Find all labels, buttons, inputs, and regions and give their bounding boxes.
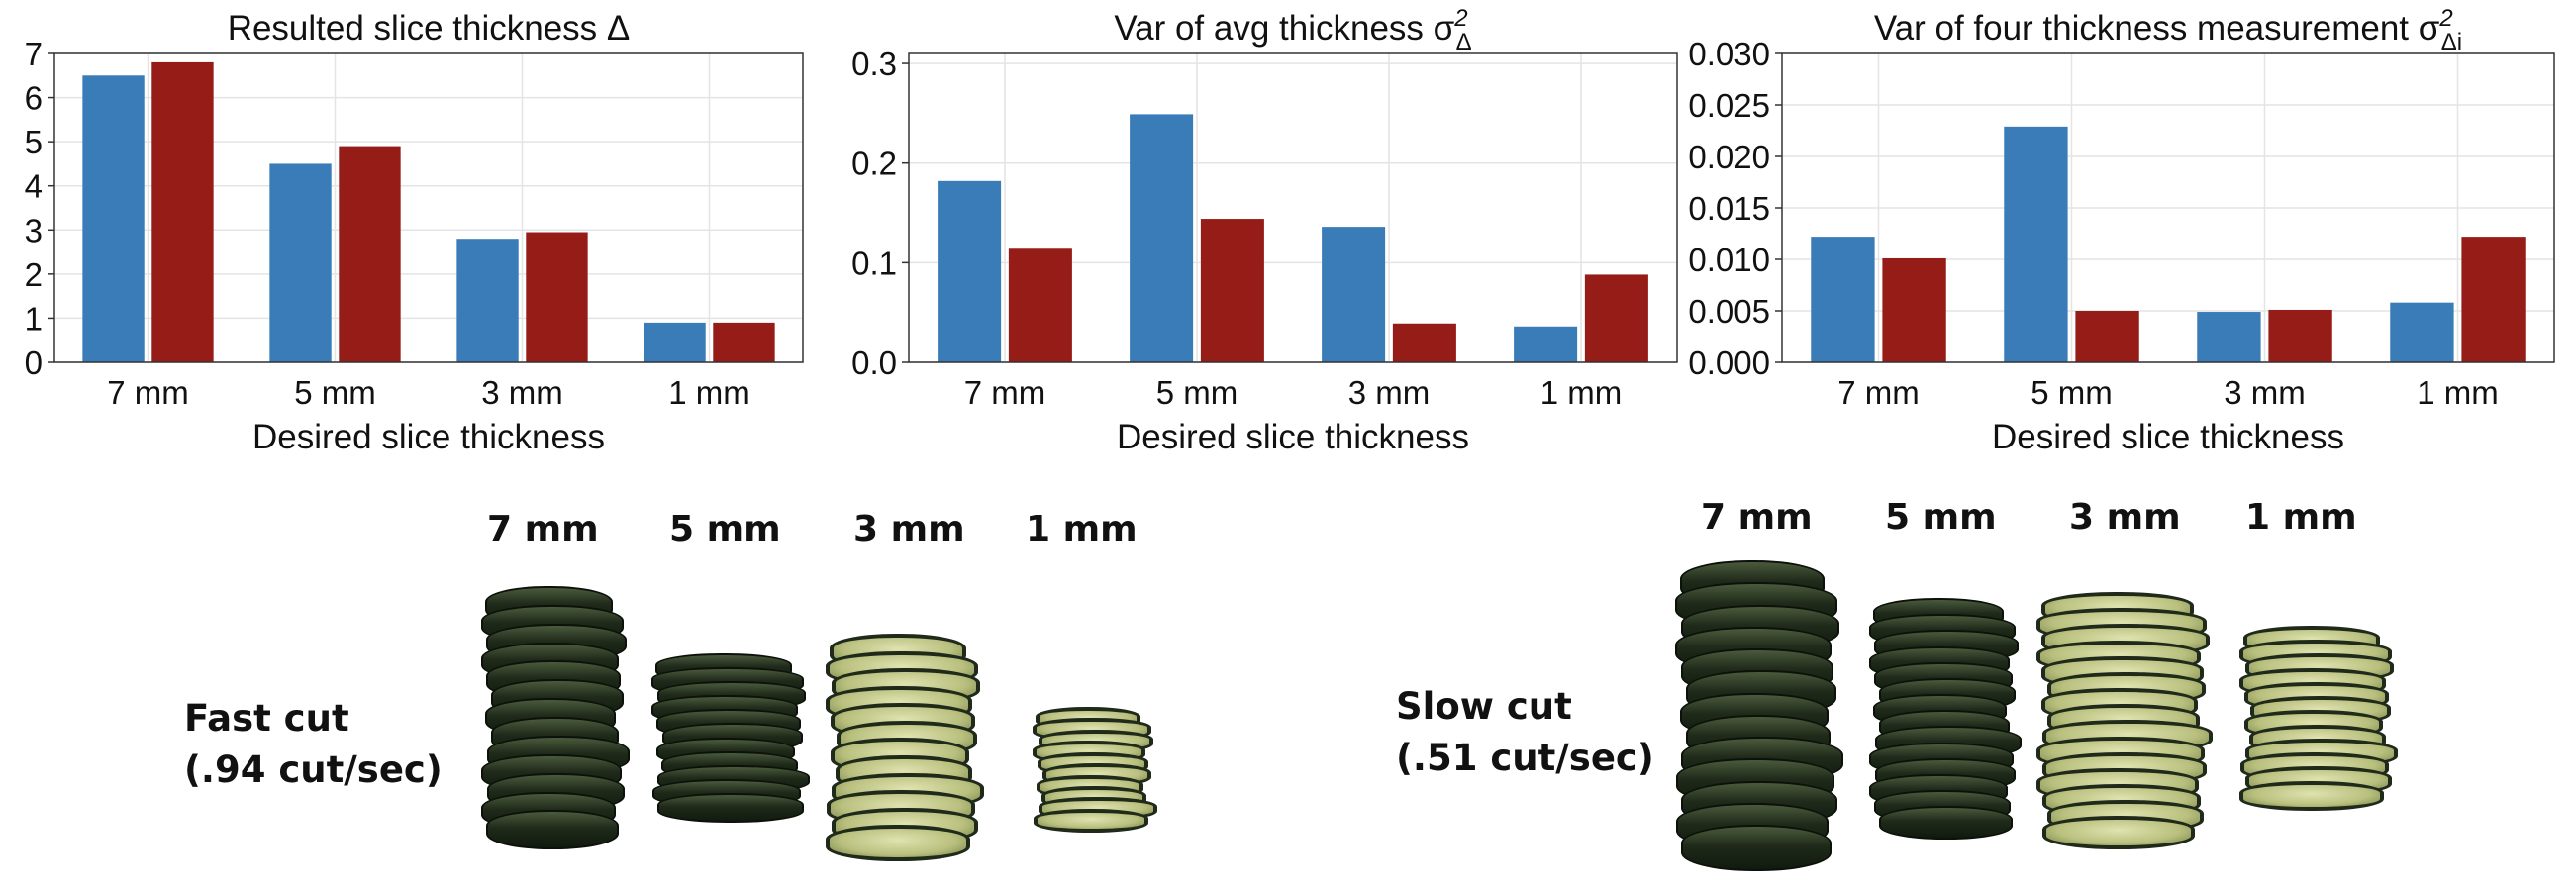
- bar-series1-3mm: [2197, 312, 2261, 362]
- chart-title: Var of four thickness measurement σ2 Δi: [1874, 5, 2462, 55]
- bar-series1-1mm: [2390, 302, 2454, 362]
- y-tick-label: 0.005: [1688, 293, 1770, 330]
- y-tick-label: 0.025: [1688, 87, 1770, 124]
- zucchini-slice: [2239, 780, 2384, 811]
- y-tick-label: 3: [25, 212, 43, 248]
- fast-cut-rate: (.94 cut/sec): [184, 748, 443, 791]
- bar-series2-1mm: [713, 322, 775, 362]
- zucchini-slice: [656, 792, 805, 823]
- fast-cut-title: Fast cut: [184, 697, 349, 740]
- bar-series1-1mm: [644, 322, 706, 362]
- bar-series1-3mm: [1322, 227, 1386, 362]
- zucchini-slice: [1879, 806, 2014, 841]
- zucchini-slice: [826, 825, 970, 862]
- fast-label-7mm: 7 mm: [487, 509, 599, 549]
- zucchini-slice: [1681, 825, 1832, 871]
- chart-3: 7 mm 5 mm 3 mm 1 mm 0.000 0.005 0.010 0.015 0.02…: [1688, 5, 2555, 456]
- bar-series2-7mm: [1008, 248, 1072, 362]
- bar-series2-3mm: [526, 232, 588, 362]
- y-tick-label: 0.015: [1688, 190, 1770, 227]
- y-tick-label: 0.0: [851, 345, 897, 381]
- fast-label-5mm: 5 mm: [669, 509, 781, 549]
- x-tick-label: 1 mm: [1540, 374, 1623, 411]
- zucchini-stack-fast-1mm: [1032, 707, 1157, 834]
- y-tick-label: 2: [25, 256, 43, 293]
- bar-series2-5mm: [2075, 311, 2139, 362]
- x-tick-label: 1 mm: [668, 374, 750, 411]
- bar-series2-5mm: [339, 146, 401, 362]
- zucchini-stack-slow-5mm: [1867, 598, 2022, 842]
- fast-label-1mm: 1 mm: [1026, 509, 1138, 549]
- bar-series1-1mm: [1514, 326, 1578, 362]
- fast-cut-label: Fast cut (.94 cut/sec): [184, 693, 443, 796]
- x-axis-label: Desired slice thickness: [252, 418, 605, 456]
- bar-series2-5mm: [1200, 219, 1264, 362]
- plot-frame: [908, 52, 1678, 363]
- bar-series2-7mm: [1882, 257, 1946, 362]
- zucchini-slice: [1033, 808, 1149, 833]
- y-tick-label: 1: [25, 300, 43, 337]
- y-tick-label: 0.2: [851, 146, 897, 182]
- x-axis-label: Desired slice thickness: [1992, 418, 2344, 456]
- bar-series1-5mm: [1130, 114, 1194, 362]
- zucchini-stack-slow-3mm: [2033, 592, 2214, 851]
- y-tick-label: 0.030: [1688, 36, 1770, 72]
- chart-title: Resulted slice thickness Δ: [228, 9, 631, 48]
- x-tick-label: 5 mm: [294, 374, 376, 411]
- zucchini-stack-slow-1mm: [2237, 626, 2398, 812]
- x-tick-label: 7 mm: [107, 374, 189, 411]
- bar-series1-5mm: [269, 163, 332, 362]
- zucchini-slice: [486, 810, 619, 850]
- bar-series2-3mm: [1392, 323, 1456, 362]
- y-tick-label: 0.3: [851, 46, 897, 82]
- y-tick-label: 5: [25, 124, 43, 160]
- slow-cut-label: Slow cut (.51 cut/sec): [1396, 681, 1654, 784]
- y-tick-label: 0.000: [1688, 345, 1770, 381]
- chart-1: 7 mm 5 mm 3 mm 1 mm 0 1 2 3 4 5 6 7 Resulted slice t…: [25, 9, 804, 456]
- zucchini-stack-slow-7mm: [1673, 560, 1843, 873]
- zucchini-slice: [2041, 816, 2196, 850]
- zucchini-stack-fast-3mm: [824, 634, 984, 863]
- bar-series1-5mm: [2004, 126, 2068, 362]
- zucchini-stack-fast-7mm: [479, 586, 630, 851]
- y-tick-label: 0.020: [1688, 139, 1770, 175]
- plot-frame: [53, 52, 804, 363]
- x-tick-label: 7 mm: [1837, 374, 1920, 411]
- slow-label-1mm: 1 mm: [2245, 497, 2357, 538]
- x-tick-label: 1 mm: [2417, 374, 2499, 411]
- bar-series2-7mm: [151, 61, 214, 363]
- y-tick-label: 4: [25, 168, 43, 205]
- slow-cut-rate: (.51 cut/sec): [1396, 737, 1654, 779]
- y-tick-label: 0: [25, 345, 43, 381]
- charts-panel: 7 mm 5 mm 3 mm 1 mm 0 1 2 3 4 5 6 7 Resulted slice t…: [25, 5, 2555, 456]
- bar-series2-1mm: [2461, 237, 2526, 362]
- chart-title: Var of avg thickness σ2 Δ: [1114, 5, 1471, 55]
- x-tick-label: 3 mm: [481, 374, 563, 411]
- bar-series1-3mm: [456, 239, 519, 362]
- zucchini-stack-fast-5mm: [649, 653, 810, 824]
- slow-cut-title: Slow cut: [1396, 685, 1572, 728]
- y-tick-label: 0.010: [1688, 242, 1770, 278]
- bar-series1-7mm: [938, 180, 1002, 362]
- bar-series2-3mm: [2268, 309, 2332, 362]
- slow-label-7mm: 7 mm: [1701, 497, 1813, 538]
- chart-2: 7 mm 5 mm 3 mm 1 mm 0.0 0.1 0.2 0.3 Var of avg t…: [851, 5, 1678, 456]
- x-tick-label: 5 mm: [1156, 374, 1238, 411]
- fast-label-3mm: 3 mm: [853, 509, 965, 549]
- y-tick-label: 7: [25, 36, 43, 72]
- x-tick-label: 7 mm: [964, 374, 1046, 411]
- bar-series1-7mm: [82, 75, 145, 363]
- x-axis-label: Desired slice thickness: [1117, 418, 1469, 456]
- slow-label-3mm: 3 mm: [2069, 497, 2181, 538]
- y-tick-label: 6: [25, 80, 43, 117]
- x-tick-label: 3 mm: [1348, 374, 1431, 411]
- bar-series2-1mm: [1584, 274, 1648, 362]
- y-tick-label: 0.1: [851, 245, 897, 281]
- x-tick-label: 5 mm: [2031, 374, 2113, 411]
- slow-label-5mm: 5 mm: [1885, 497, 1997, 538]
- x-tick-label: 3 mm: [2224, 374, 2306, 411]
- bar-series1-7mm: [1811, 237, 1875, 362]
